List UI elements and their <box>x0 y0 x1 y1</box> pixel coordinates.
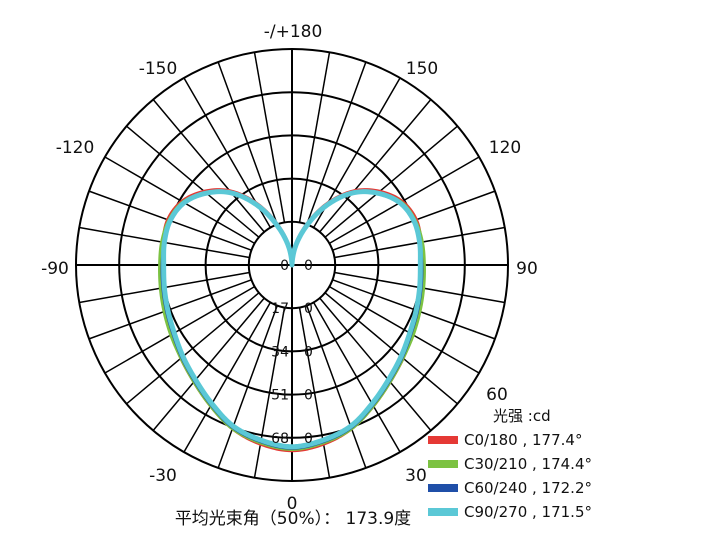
grid-spoke-130 <box>324 125 458 238</box>
grid-spoke-20 <box>306 305 367 469</box>
grid-spoke-320 <box>152 297 265 431</box>
angle-label-3: 90 <box>516 259 538 279</box>
grid-spoke-140 <box>319 99 432 233</box>
grid-spoke-70 <box>332 279 496 340</box>
legend-swatch-3 <box>428 484 458 492</box>
radial-unit-0: 0 <box>304 258 313 274</box>
angle-label-8: -90 <box>41 259 69 279</box>
legend-label-1: C0/180 , 177.4° <box>464 431 582 449</box>
grid-spoke-10 <box>298 307 331 478</box>
radial-unit-4: 0 <box>304 431 313 447</box>
grid-spoke-60 <box>329 285 480 374</box>
grid-spoke-340 <box>217 305 278 469</box>
grid-spoke-190 <box>253 52 286 223</box>
grid-spoke-240 <box>104 156 255 245</box>
radial-tick-1: 17 <box>271 301 289 317</box>
angle-label-0: -/+180 <box>264 22 323 42</box>
angle-label-6: 0 <box>287 494 298 514</box>
grid-spoke-50 <box>324 292 458 405</box>
angle-labels: -/+180 150 120 90 60 30 0 -30 -90 -120 -150 <box>41 22 538 514</box>
radial-tick-4: 68 <box>271 431 289 447</box>
radial-tick-2: 34 <box>271 344 289 360</box>
legend-swatch-1 <box>428 436 458 444</box>
grid-spoke-220 <box>152 99 265 233</box>
angle-label-10: -150 <box>139 59 178 79</box>
grid-spoke-40 <box>319 297 432 431</box>
grid-spoke-200 <box>217 61 278 225</box>
legend-label-4: C90/270 , 171.5° <box>464 503 592 521</box>
radial-tick-3: 51 <box>271 388 289 404</box>
angle-label-2: 120 <box>489 138 521 158</box>
angle-label-9: -120 <box>56 138 95 158</box>
angle-label-7: -30 <box>149 466 177 486</box>
series-layer <box>158 188 426 453</box>
radial-labels: 0 017 034 051 068 0 <box>271 258 313 447</box>
legend-title: 光强 :cd <box>493 407 551 425</box>
grid-spoke-230 <box>126 125 260 238</box>
angle-label-1: 150 <box>406 59 438 79</box>
radial-tick-0: 0 <box>280 258 289 274</box>
legend-label-3: C60/240 , 172.2° <box>464 479 592 497</box>
angle-label-5: 30 <box>405 466 427 486</box>
angle-label-4: 60 <box>486 385 508 405</box>
legend-swatch-2 <box>428 460 458 468</box>
grid-spoke-170 <box>298 52 331 223</box>
grid-spoke-30 <box>312 302 401 453</box>
beam-angle-footer: 平均光束角（50%）： 173.9度 <box>175 509 411 529</box>
grid-spoke-330 <box>183 302 272 453</box>
grid-spoke-300 <box>104 285 255 374</box>
legend-swatch-4 <box>428 508 458 516</box>
grid-spoke-290 <box>88 279 252 340</box>
radial-unit-3: 0 <box>304 388 313 404</box>
polar-grid <box>75 48 509 482</box>
radial-unit-1: 0 <box>304 301 313 317</box>
legend-items: C0/180 , 177.4° C30/210 , 174.4° C60/240 ,… <box>428 431 592 521</box>
radial-unit-2: 0 <box>304 344 313 360</box>
grid-spoke-310 <box>126 292 260 405</box>
grid-spoke-350 <box>253 307 286 478</box>
legend-label-2: C30/210 , 174.4° <box>464 455 592 473</box>
legend: 光强 :cd C0/180 , 177.4° C30/210 , 174.4° C6… <box>428 407 592 521</box>
series-curve-4 <box>161 189 423 450</box>
grid-spoke-160 <box>306 61 367 225</box>
grid-spoke-120 <box>329 156 480 245</box>
